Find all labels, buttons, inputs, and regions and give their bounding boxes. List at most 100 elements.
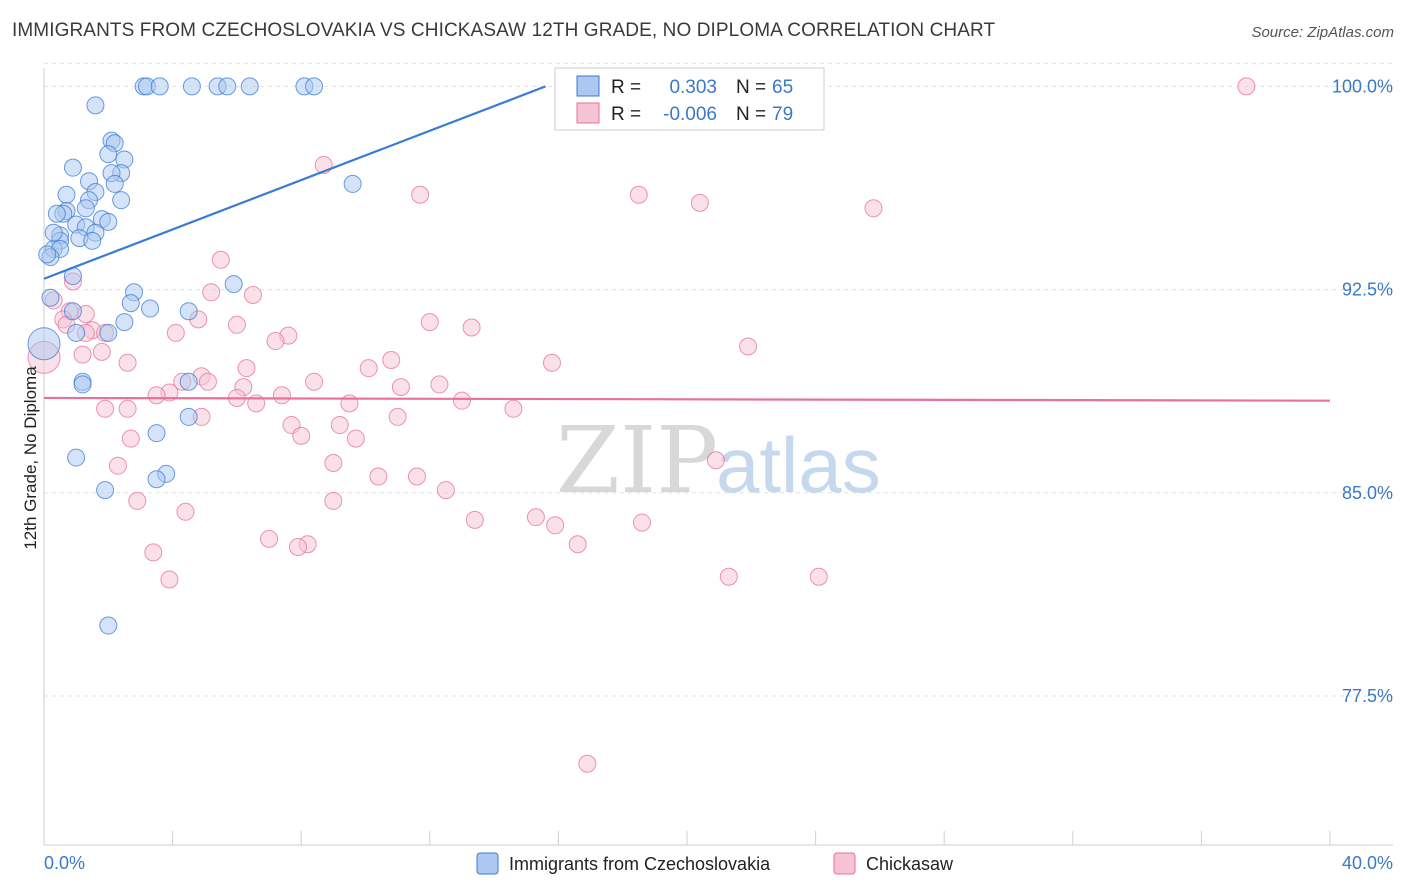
chickasaw-point-40 [391, 378, 410, 397]
chickasaw-point-32 [359, 359, 378, 378]
chickasaw-point-26 [92, 342, 111, 361]
chickasaw-point-30 [542, 353, 561, 372]
watermark-zip: ZIP [556, 407, 718, 514]
chickasaw-point-9 [243, 286, 262, 305]
czechoslovakia-point-8 [305, 77, 324, 96]
chickasaw-point-0 [1237, 77, 1256, 96]
czechoslovakia-point-10 [86, 96, 105, 115]
chickasaw-point-55 [292, 426, 311, 445]
chickasaw-point-43 [272, 386, 291, 405]
chickasaw-point-18 [462, 318, 481, 337]
chickasaw-trend-line [43, 396, 1331, 402]
chickasaw-point-79 [578, 754, 597, 773]
chickasaw-point-67 [465, 510, 484, 529]
chickasaw-point-78 [160, 570, 179, 589]
chickasaw-point-60 [108, 456, 127, 475]
chickasaw-point-69 [546, 516, 565, 535]
czechoslovakia-point-37 [83, 231, 102, 250]
czechoslovakia-point-45 [121, 294, 140, 313]
chickasaw-point-17 [227, 315, 246, 334]
chickasaw-point-2 [411, 185, 430, 204]
chickasaw-points [27, 77, 1256, 773]
czechoslovakia-point-54 [73, 375, 92, 394]
legend-n-value-1: 65 [772, 77, 793, 98]
czechoslovakia-point-62 [99, 616, 118, 635]
y-tick-labels: 77.5% 85.0% 92.5% 100.0% [1332, 76, 1393, 706]
czechoslovakia-point-24 [112, 191, 131, 210]
y-tick-label-1: 85.0% [1342, 483, 1393, 503]
chickasaw-point-75 [144, 543, 163, 562]
chickasaw-point-57 [346, 429, 365, 448]
chickasaw-point-74 [568, 535, 587, 554]
chickasaw-point-51 [388, 407, 407, 426]
legend-r-value-1: 0.303 [669, 77, 717, 98]
chickasaw-point-33 [237, 359, 256, 378]
axes [43, 68, 1393, 846]
czechoslovakia-point-15 [63, 158, 82, 177]
chickasaw-point-36 [198, 372, 217, 391]
chickasaw-point-77 [809, 567, 828, 586]
legend-swatch-blue [576, 75, 600, 97]
chickasaw-point-46 [452, 391, 471, 410]
czechoslovakia-point-20 [343, 174, 362, 193]
legend-box [554, 67, 825, 131]
czechoslovakia-point-50 [67, 323, 86, 342]
chickasaw-point-70 [632, 513, 651, 532]
chickasaw-point-42 [147, 386, 166, 405]
chickasaw-point-24 [266, 332, 285, 351]
czechoslovakia-point-30 [99, 212, 118, 231]
czechoslovakia-points [27, 77, 639, 635]
chickasaw-point-71 [260, 529, 279, 548]
x-tick-min: 0.0% [44, 853, 85, 873]
series-legend-label-blue: Immigrants from Czechoslovakia [509, 854, 771, 874]
chickasaw-point-58 [706, 451, 725, 470]
czechoslovakia-point-64 [44, 223, 63, 242]
x-tick-max: 40.0% [1342, 853, 1393, 873]
chickasaw-point-15 [420, 313, 439, 332]
correlation-legend: R = 0.303 N = 65 R = -0.006 N = 79 [554, 67, 825, 131]
chickasaw-point-54 [330, 416, 349, 435]
chickasaw-point-49 [118, 399, 137, 418]
chickasaw-point-25 [739, 337, 758, 356]
czechoslovakia-point-22 [57, 185, 76, 204]
czechoslovakia-point-52 [27, 327, 61, 361]
chickasaw-point-3 [629, 185, 648, 204]
legend-n-value-2: 79 [772, 104, 793, 125]
chickasaw-point-5 [864, 199, 883, 218]
chickasaw-point-63 [436, 481, 455, 500]
series-legend: Immigrants from Czechoslovakia Chickasaw [476, 852, 954, 875]
czechoslovakia-point-46 [141, 299, 160, 318]
trend-lines [43, 85, 1331, 402]
czechoslovakia-point-58 [67, 448, 86, 467]
chickasaw-point-56 [121, 429, 140, 448]
chickasaw-point-31 [382, 351, 401, 370]
czechoslovakia-point-2 [150, 77, 169, 96]
czechoslovakia-point-55 [179, 372, 198, 391]
chickasaw-point-6 [211, 250, 230, 269]
czechoslovakia-point-19 [105, 174, 124, 193]
chickasaw-point-68 [526, 508, 545, 527]
watermark: ZIP atlas [556, 407, 881, 514]
czechoslovakia-point-3 [182, 77, 201, 96]
czechoslovakia-point-48 [63, 302, 82, 321]
czechoslovakia-point-44 [41, 288, 60, 307]
chickasaw-point-20 [166, 323, 185, 342]
czechoslovakia-point-13 [99, 145, 118, 164]
x-tick-labels: 0.0% 40.0% [44, 853, 1393, 873]
legend-n-label-2: N = [736, 104, 766, 125]
czechoslovakia-point-42 [224, 275, 243, 294]
czechoslovakia-trend-line [43, 85, 546, 280]
source-label: Source: ZipAtlas.com [1251, 24, 1394, 41]
czechoslovakia-point-61 [96, 481, 115, 500]
series-legend-swatch-blue [476, 852, 499, 875]
czechoslovakia-point-28 [47, 204, 66, 223]
czechoslovakia-point-5 [218, 77, 237, 96]
czechoslovakia-point-49 [115, 313, 134, 332]
chickasaw-point-66 [176, 502, 195, 521]
czechoslovakia-point-57 [147, 424, 166, 443]
legend-r-label-2: R = [611, 104, 641, 125]
chart-title: IMMIGRANTS FROM CZECHOSLOVAKIA VS CHICKA… [12, 20, 996, 41]
legend-r-value-2: -0.006 [663, 104, 717, 125]
legend-r-label-1: R = [611, 77, 641, 98]
